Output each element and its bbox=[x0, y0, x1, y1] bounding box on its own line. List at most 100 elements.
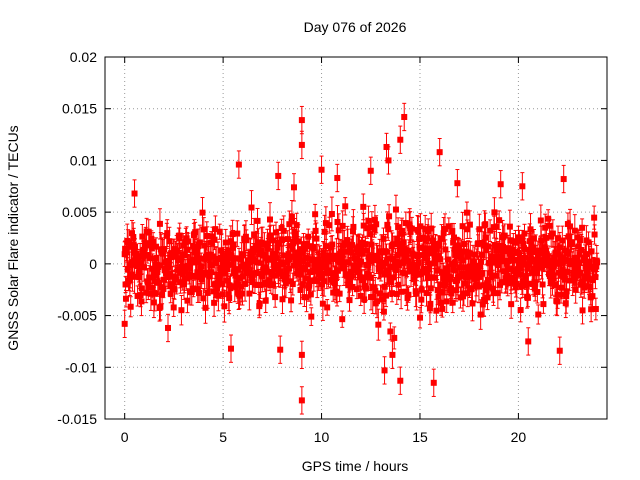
marker bbox=[150, 238, 157, 245]
marker bbox=[538, 264, 545, 271]
marker bbox=[369, 293, 376, 300]
marker bbox=[409, 262, 416, 269]
marker bbox=[156, 262, 163, 269]
marker bbox=[147, 255, 154, 262]
data-point bbox=[466, 210, 473, 239]
marker bbox=[522, 274, 529, 281]
marker bbox=[481, 296, 488, 303]
marker bbox=[188, 288, 195, 295]
marker bbox=[435, 253, 442, 260]
marker bbox=[392, 206, 399, 213]
marker bbox=[303, 294, 310, 301]
marker bbox=[122, 281, 129, 288]
marker bbox=[504, 276, 511, 283]
marker bbox=[390, 241, 397, 248]
marker bbox=[415, 259, 422, 266]
marker bbox=[347, 268, 354, 275]
marker bbox=[136, 268, 143, 275]
marker bbox=[442, 246, 449, 253]
marker bbox=[208, 262, 215, 269]
marker bbox=[149, 284, 156, 291]
marker bbox=[482, 221, 489, 228]
marker bbox=[246, 290, 253, 297]
marker bbox=[484, 280, 491, 287]
marker bbox=[368, 241, 375, 248]
marker bbox=[341, 259, 348, 266]
marker bbox=[254, 259, 261, 266]
marker bbox=[381, 283, 388, 290]
data-point bbox=[405, 286, 412, 303]
marker bbox=[325, 258, 332, 265]
marker bbox=[426, 245, 433, 252]
marker bbox=[527, 226, 534, 233]
marker bbox=[414, 253, 421, 260]
marker bbox=[336, 290, 343, 297]
marker bbox=[329, 241, 336, 248]
marker bbox=[512, 284, 519, 291]
marker bbox=[479, 301, 486, 308]
marker bbox=[141, 264, 148, 271]
marker bbox=[236, 274, 243, 281]
marker bbox=[359, 239, 366, 246]
marker bbox=[439, 305, 446, 312]
marker bbox=[542, 224, 549, 231]
marker bbox=[480, 282, 487, 289]
marker bbox=[425, 228, 432, 235]
marker bbox=[310, 245, 317, 252]
marker bbox=[519, 278, 526, 285]
marker bbox=[209, 233, 216, 240]
marker bbox=[414, 263, 421, 270]
data-point bbox=[138, 273, 145, 304]
marker bbox=[386, 255, 393, 262]
marker bbox=[433, 307, 440, 314]
marker bbox=[326, 222, 333, 229]
marker bbox=[198, 263, 205, 270]
marker bbox=[366, 258, 373, 265]
marker bbox=[290, 238, 297, 245]
data-point bbox=[501, 223, 508, 248]
marker bbox=[284, 236, 291, 243]
marker bbox=[398, 227, 405, 234]
marker bbox=[546, 222, 553, 229]
marker bbox=[186, 264, 193, 271]
marker bbox=[521, 230, 528, 237]
marker bbox=[270, 281, 277, 288]
marker bbox=[208, 239, 215, 246]
marker bbox=[142, 240, 149, 247]
marker bbox=[401, 245, 408, 252]
marker bbox=[300, 241, 307, 248]
marker bbox=[225, 247, 232, 254]
marker bbox=[147, 290, 154, 297]
marker bbox=[148, 244, 155, 251]
marker bbox=[380, 308, 387, 315]
marker bbox=[430, 241, 437, 248]
marker bbox=[167, 290, 174, 297]
marker bbox=[387, 328, 394, 335]
marker bbox=[464, 290, 471, 297]
marker bbox=[403, 288, 410, 295]
marker bbox=[438, 235, 445, 242]
marker bbox=[185, 238, 192, 245]
marker bbox=[540, 301, 547, 308]
marker bbox=[293, 261, 300, 268]
marker bbox=[477, 263, 484, 270]
marker bbox=[280, 227, 287, 234]
marker bbox=[487, 227, 494, 234]
marker bbox=[223, 277, 230, 284]
marker bbox=[395, 224, 402, 231]
marker bbox=[484, 294, 491, 301]
marker bbox=[211, 236, 218, 243]
marker bbox=[416, 244, 423, 251]
marker bbox=[544, 254, 551, 261]
marker bbox=[242, 264, 249, 271]
marker bbox=[242, 280, 249, 287]
marker bbox=[359, 250, 366, 257]
marker bbox=[251, 231, 258, 238]
marker bbox=[538, 237, 545, 244]
marker bbox=[437, 281, 444, 288]
marker bbox=[248, 204, 255, 211]
marker bbox=[153, 243, 160, 250]
data-point bbox=[272, 286, 279, 308]
marker bbox=[400, 239, 407, 246]
